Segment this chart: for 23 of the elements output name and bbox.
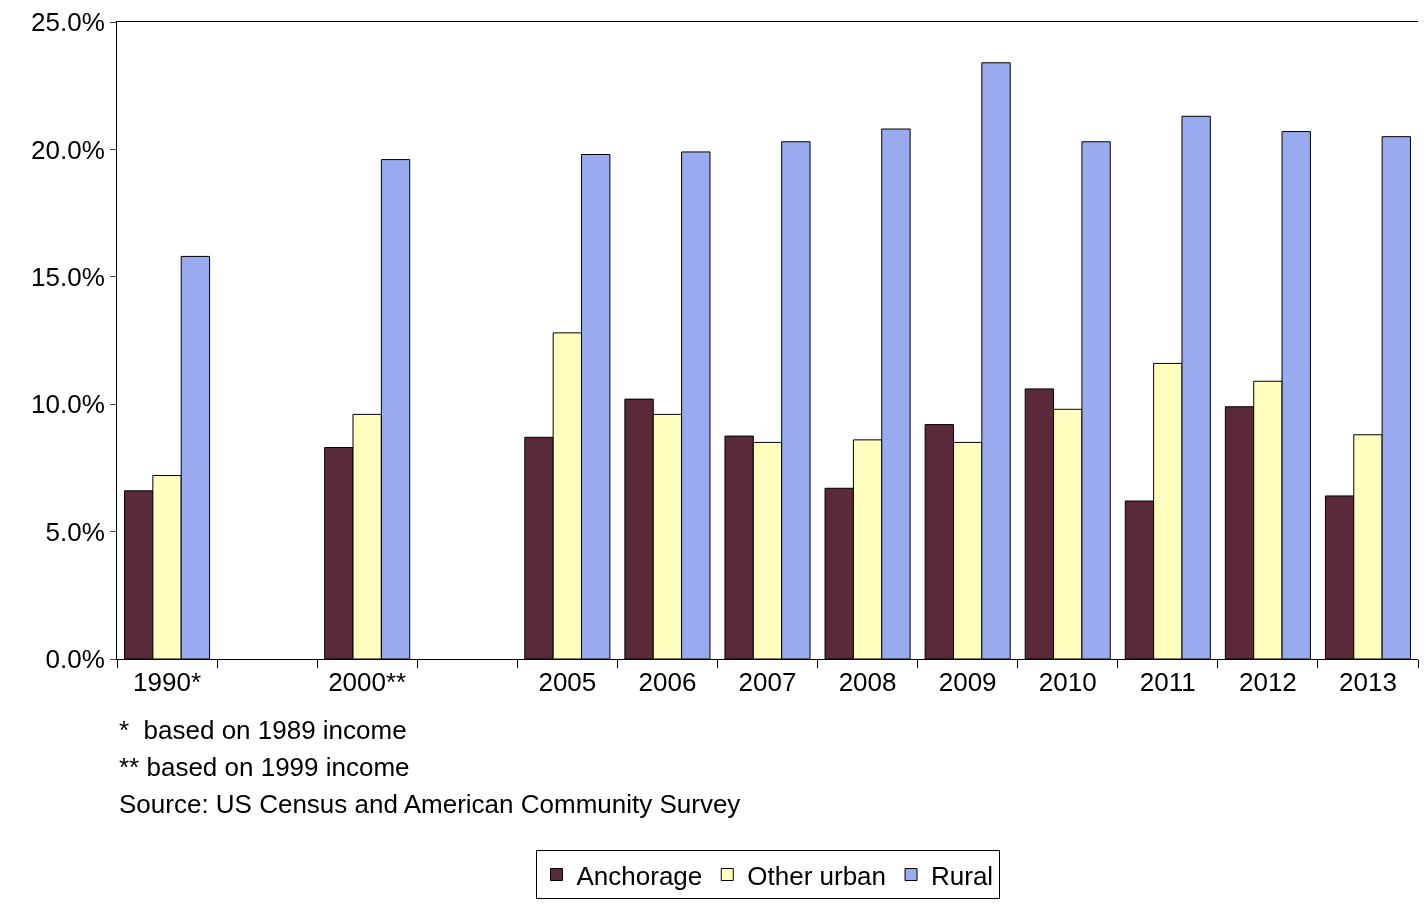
x-tick-label: 2008	[838, 667, 897, 698]
x-tick-label: 1990*	[133, 667, 202, 698]
text: ** based on 1999 income	[119, 752, 410, 782]
source-note: Source: US Census and American Community Survey	[119, 789, 741, 819]
x-tick-label: 2007	[738, 667, 797, 698]
x-tick-label: 2012	[1238, 667, 1297, 698]
legend-label: Anchorage	[576, 860, 703, 891]
x-tick-label: 2000**	[328, 667, 407, 698]
legend-label: Rural	[931, 860, 994, 891]
y-tick-label: 5.0%	[45, 516, 105, 547]
y-tick-label: 0.0%	[45, 644, 105, 675]
legend-label: Other urban	[747, 860, 887, 891]
y-tick-label: 20.0%	[31, 134, 105, 165]
text: * based on 1989 income	[119, 715, 407, 745]
x-tick-label: 2013	[1339, 667, 1397, 698]
x-tick-label: 2011	[1139, 667, 1196, 698]
y-tick-label: 15.0%	[31, 261, 105, 292]
y-tick-label: 25.0%	[31, 7, 105, 38]
x-tick-label: 2010	[1038, 667, 1097, 698]
x-tick-label: 2009	[938, 667, 997, 698]
x-tick-label: 2006	[638, 667, 697, 698]
x-tick-label: 2005	[538, 667, 597, 698]
y-tick-label: 10.0%	[31, 389, 105, 420]
